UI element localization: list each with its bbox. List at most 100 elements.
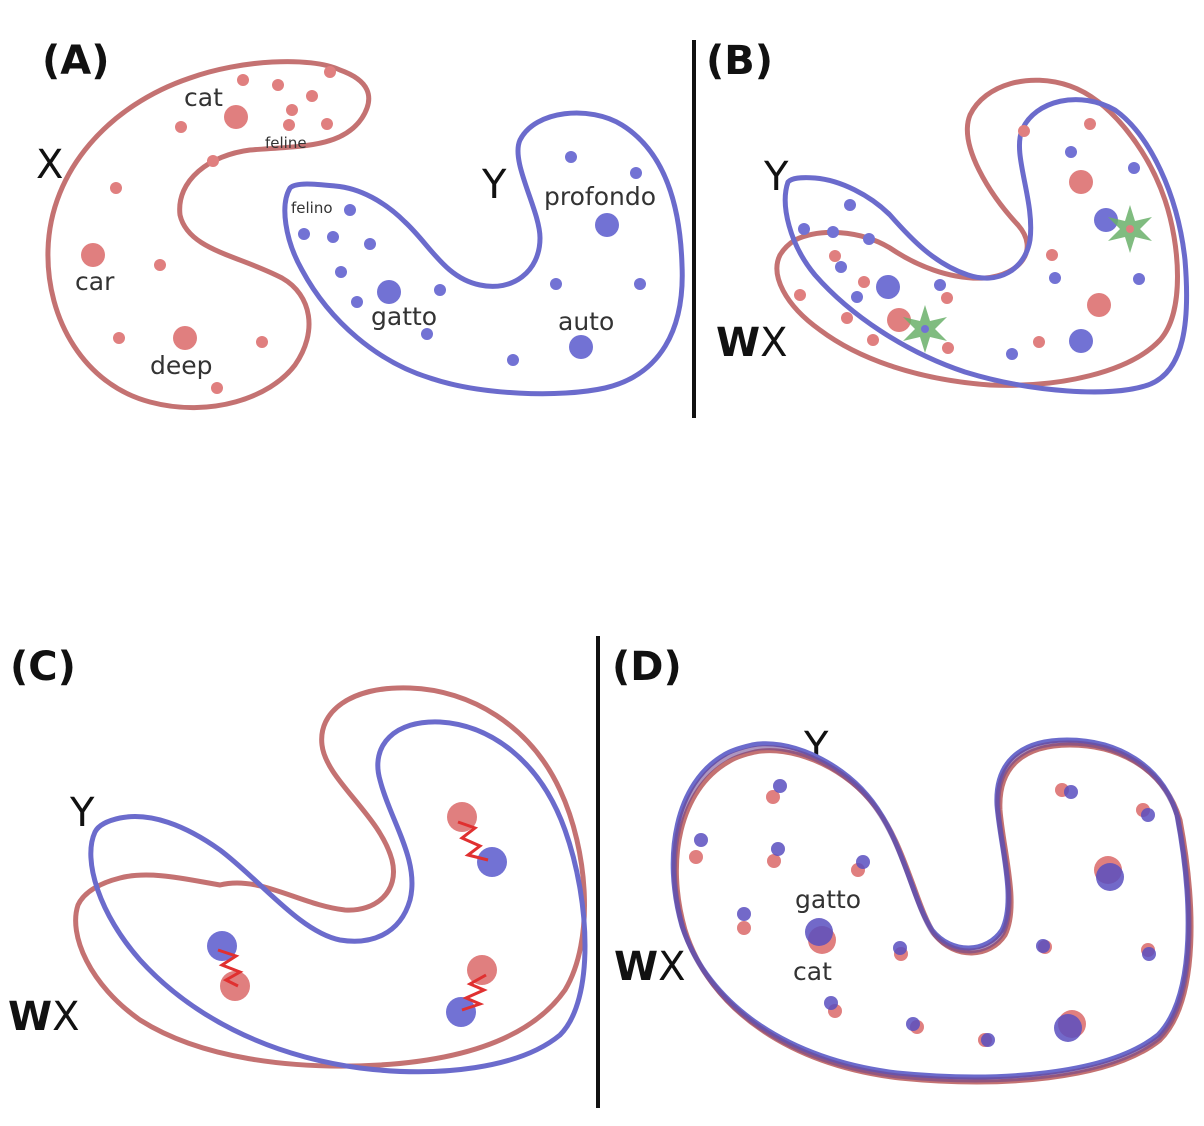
mapping-w: W: [8, 994, 52, 1040]
word-point: [634, 278, 646, 290]
word-point-car: [81, 243, 105, 267]
space-x-symbol: X: [658, 944, 685, 990]
word-point: [737, 921, 751, 935]
word-point: [851, 291, 863, 303]
panel-a: (A) X Y: [36, 38, 685, 411]
word-label-felino: felino: [291, 199, 333, 217]
word-point: [773, 779, 787, 793]
target-space-y-outline: [282, 110, 685, 397]
space-wx-label: WX: [716, 320, 788, 366]
anchor-star-icon: [1108, 205, 1152, 253]
word-point: [1033, 336, 1045, 348]
word-point: [434, 284, 446, 296]
word-point: [298, 228, 310, 240]
space-wx-label: WX: [614, 944, 686, 990]
word-point-profondo: [595, 213, 619, 237]
target-point: [446, 997, 476, 1027]
word-point-cat: [224, 105, 248, 129]
word-point: [207, 155, 219, 167]
word-point: [694, 833, 708, 847]
word-point: [550, 278, 562, 290]
aligned-space-outline: [671, 740, 1192, 1083]
word-point: [1084, 118, 1096, 130]
word-point: [1069, 170, 1093, 194]
word-point: [306, 90, 318, 102]
word-point: [256, 336, 268, 348]
word-point: [829, 250, 841, 262]
word-point: [154, 259, 166, 271]
word-point: [835, 261, 847, 273]
word-point: [324, 66, 336, 78]
word-point: [893, 941, 907, 955]
word-point: [942, 342, 954, 354]
word-point: [689, 850, 703, 864]
word-point: [1046, 249, 1058, 261]
word-point: [1142, 947, 1156, 961]
word-point: [941, 292, 953, 304]
word-point: [1069, 329, 1093, 353]
source-space-x-outline: [45, 59, 372, 411]
word-point-anchor-1: [887, 308, 911, 332]
word-point: [1087, 293, 1111, 317]
word-point: [351, 296, 363, 308]
word-point: [630, 167, 642, 179]
space-x-symbol: X: [760, 320, 787, 366]
panel-d-label: (D): [612, 644, 682, 690]
word-label-deep: deep: [150, 351, 213, 380]
word-point-gatto: [377, 280, 401, 304]
word-point: [211, 382, 223, 394]
word-point: [844, 199, 856, 211]
spring-icon: [461, 973, 488, 1012]
word-label-gatto: gatto: [371, 302, 437, 331]
mapping-w: W: [716, 320, 760, 366]
word-point: [841, 312, 853, 324]
word-point: [767, 854, 781, 868]
word-point: [507, 354, 519, 366]
word-point: [1096, 863, 1124, 891]
word-point: [981, 1033, 995, 1047]
space-y-label: Y: [69, 790, 95, 836]
target-word-points: [298, 151, 646, 366]
word-point: [272, 79, 284, 91]
word-point: [824, 996, 838, 1010]
target-points: [798, 146, 1145, 360]
aligned-target-points: [694, 779, 1156, 1047]
mapped-source-point: [467, 955, 497, 985]
panel-c-label: (C): [10, 644, 76, 690]
word-point: [771, 842, 785, 856]
word-label-cat: cat: [793, 957, 832, 986]
word-point: [1141, 808, 1155, 822]
anchor-star-icon: [903, 305, 947, 353]
word-point: [766, 790, 780, 804]
word-point: [286, 104, 298, 116]
mapped-source-wx-outline: [673, 742, 1194, 1085]
word-point-felino: [344, 204, 356, 216]
mapped-source-wx-outline: [73, 685, 587, 1069]
word-label-cat: cat: [184, 83, 223, 112]
word-point: [1018, 125, 1030, 137]
word-point: [1054, 1014, 1082, 1042]
word-point: [327, 231, 339, 243]
word-point: [110, 182, 122, 194]
word-point: [863, 233, 875, 245]
word-point: [321, 118, 333, 130]
word-point: [934, 279, 946, 291]
word-point: [1064, 785, 1078, 799]
word-point: [1128, 162, 1140, 174]
word-point: [364, 238, 376, 250]
panel-d: (D) Y WX: [612, 644, 1194, 1085]
word-point-gatto: [805, 918, 833, 946]
word-label-feline: feline: [265, 134, 307, 152]
word-point: [1049, 272, 1061, 284]
word-point: [906, 1017, 920, 1031]
spring-icon: [457, 820, 489, 862]
word-point: [335, 266, 347, 278]
word-point-auto: [569, 335, 593, 359]
word-point-deep: [173, 326, 197, 350]
word-point: [856, 855, 870, 869]
word-label-auto: auto: [558, 307, 614, 336]
word-point: [565, 151, 577, 163]
word-point: [876, 275, 900, 299]
pair-3: [446, 955, 497, 1027]
